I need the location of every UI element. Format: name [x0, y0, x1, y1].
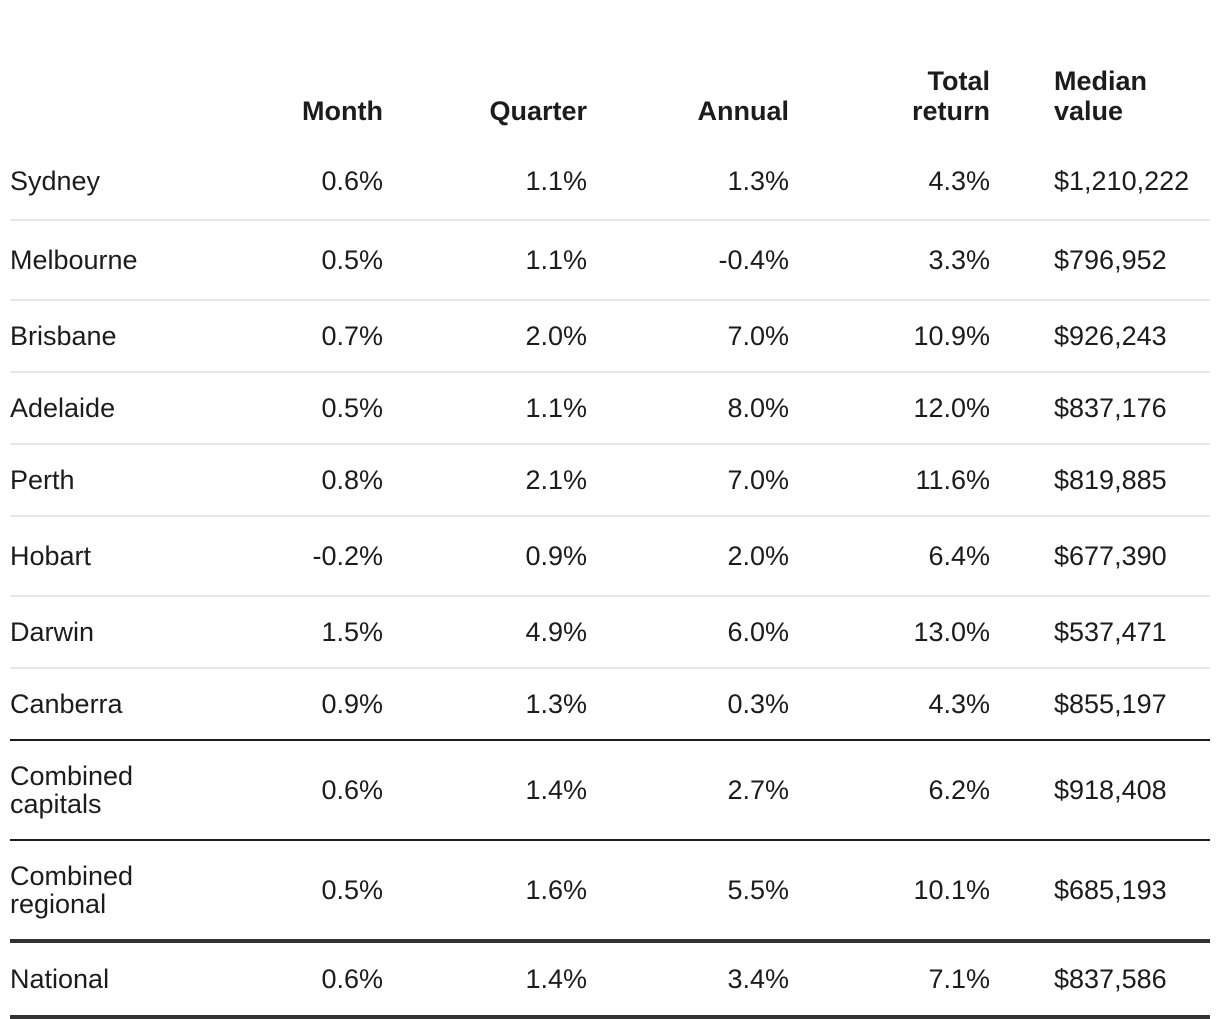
row-name-line1: Combined: [10, 861, 134, 891]
cell-median-value: $819,885: [990, 444, 1210, 517]
row-name: Sydney: [10, 132, 185, 221]
cell-annual: 2.0%: [587, 516, 789, 597]
header-median-line1: Median: [1054, 66, 1148, 96]
row-name-line2: regional: [10, 889, 107, 919]
table-row-adelaide: Adelaide 0.5% 1.1% 8.0% 12.0% $837,176: [10, 372, 1210, 445]
header-month: Month: [302, 96, 383, 126]
cell-quarter: 1.1%: [383, 132, 587, 221]
cell-total-return: 10.9%: [789, 300, 990, 373]
table-row-national: National 0.6% 1.4% 3.4% 7.1% $837,586: [10, 941, 1210, 1019]
header-row: Month Quarter Annual Total return Median…: [10, 0, 1210, 132]
cell-month: 0.7%: [185, 300, 383, 373]
cell-total-return: 10.1%: [789, 840, 990, 943]
row-name: National: [10, 941, 185, 1019]
header-total-return-line1: Total: [927, 66, 991, 96]
cell-total-return: 4.3%: [789, 132, 990, 221]
cell-annual: 0.3%: [587, 668, 789, 741]
header-total-return-line2: return: [911, 96, 990, 126]
table-row-melbourne: Melbourne 0.5% 1.1% -0.4% 3.3% $796,952: [10, 220, 1210, 301]
cell-annual: 2.7%: [587, 740, 789, 841]
cell-total-return: 6.4%: [789, 516, 990, 597]
cell-quarter: 1.3%: [383, 668, 587, 741]
table-row-darwin: Darwin 1.5% 4.9% 6.0% 13.0% $537,471: [10, 596, 1210, 669]
cell-month: 0.6%: [185, 941, 383, 1019]
cell-median-value: $677,390: [990, 516, 1210, 597]
cell-month: 0.5%: [185, 220, 383, 301]
cell-quarter: 1.6%: [383, 840, 587, 943]
cell-median-value: $685,193: [990, 840, 1210, 943]
cell-median-value: $837,586: [990, 941, 1210, 1019]
row-name-line1: Combined: [10, 761, 134, 791]
cell-month: 0.9%: [185, 668, 383, 741]
cell-median-value: $537,471: [990, 596, 1210, 669]
row-name: Combined capitals: [10, 740, 185, 841]
cell-total-return: 7.1%: [789, 941, 990, 1019]
cell-quarter: 0.9%: [383, 516, 587, 597]
row-name: Brisbane: [10, 300, 185, 373]
table-row-combined-capitals: Combined capitals 0.6% 1.4% 2.7% 6.2% $9…: [10, 740, 1210, 841]
header-quarter: Quarter: [489, 96, 587, 126]
data-table-container: Month Quarter Annual Total return Median…: [10, 0, 1210, 1019]
cell-quarter: 4.9%: [383, 596, 587, 669]
cell-total-return: 3.3%: [789, 220, 990, 301]
cell-quarter: 1.4%: [383, 740, 587, 841]
header-median-value: Median value: [990, 0, 1210, 132]
cell-month: 0.8%: [185, 444, 383, 517]
row-name: Hobart: [10, 516, 185, 597]
cell-month: -0.2%: [185, 516, 383, 597]
cell-month: 1.5%: [185, 596, 383, 669]
row-name: Perth: [10, 444, 185, 517]
row-name: Adelaide: [10, 372, 185, 445]
cell-annual: -0.4%: [587, 220, 789, 301]
cell-median-value: $926,243: [990, 300, 1210, 373]
cell-annual: 8.0%: [587, 372, 789, 445]
row-name: Combined regional: [10, 840, 185, 943]
header-annual: Annual: [697, 96, 790, 126]
home-value-table: Month Quarter Annual Total return Median…: [10, 0, 1210, 1019]
row-name: Melbourne: [10, 220, 185, 301]
cell-quarter: 1.4%: [383, 941, 587, 1019]
cell-month: 0.5%: [185, 372, 383, 445]
cell-quarter: 2.1%: [383, 444, 587, 517]
cell-total-return: 6.2%: [789, 740, 990, 841]
cell-total-return: 13.0%: [789, 596, 990, 669]
cell-quarter: 1.1%: [383, 372, 587, 445]
cell-annual: 7.0%: [587, 300, 789, 373]
table-row-hobart: Hobart -0.2% 0.9% 2.0% 6.4% $677,390: [10, 516, 1210, 597]
cell-median-value: $918,408: [990, 740, 1210, 841]
cell-annual: 5.5%: [587, 840, 789, 943]
cell-median-value: $837,176: [990, 372, 1210, 445]
table-row-canberra: Canberra 0.9% 1.3% 0.3% 4.3% $855,197: [10, 668, 1210, 741]
cell-median-value: $796,952: [990, 220, 1210, 301]
cell-month: 0.5%: [185, 840, 383, 943]
row-name: Darwin: [10, 596, 185, 669]
table-header: Month Quarter Annual Total return Median…: [10, 0, 1210, 132]
cell-median-value: $1,210,222: [990, 132, 1210, 221]
cell-total-return: 11.6%: [789, 444, 990, 517]
header-total-return: Total return: [789, 0, 990, 132]
table-body: Sydney 0.6% 1.1% 1.3% 4.3% $1,210,222 Me…: [10, 132, 1210, 1019]
table-row-perth: Perth 0.8% 2.1% 7.0% 11.6% $819,885: [10, 444, 1210, 517]
header-region: [10, 0, 185, 132]
cell-median-value: $855,197: [990, 668, 1210, 741]
cell-annual: 1.3%: [587, 132, 789, 221]
cell-annual: 6.0%: [587, 596, 789, 669]
cell-month: 0.6%: [185, 132, 383, 221]
cell-month: 0.6%: [185, 740, 383, 841]
table-row-combined-regional: Combined regional 0.5% 1.6% 5.5% 10.1% $…: [10, 840, 1210, 943]
row-name: Canberra: [10, 668, 185, 741]
table-row-sydney: Sydney 0.6% 1.1% 1.3% 4.3% $1,210,222: [10, 132, 1210, 221]
cell-total-return: 12.0%: [789, 372, 990, 445]
cell-annual: 3.4%: [587, 941, 789, 1019]
cell-total-return: 4.3%: [789, 668, 990, 741]
header-median-line2: value: [1054, 96, 1124, 126]
table-row-brisbane: Brisbane 0.7% 2.0% 7.0% 10.9% $926,243: [10, 300, 1210, 373]
cell-quarter: 1.1%: [383, 220, 587, 301]
cell-annual: 7.0%: [587, 444, 789, 517]
row-name-line2: capitals: [10, 789, 102, 819]
cell-quarter: 2.0%: [383, 300, 587, 373]
